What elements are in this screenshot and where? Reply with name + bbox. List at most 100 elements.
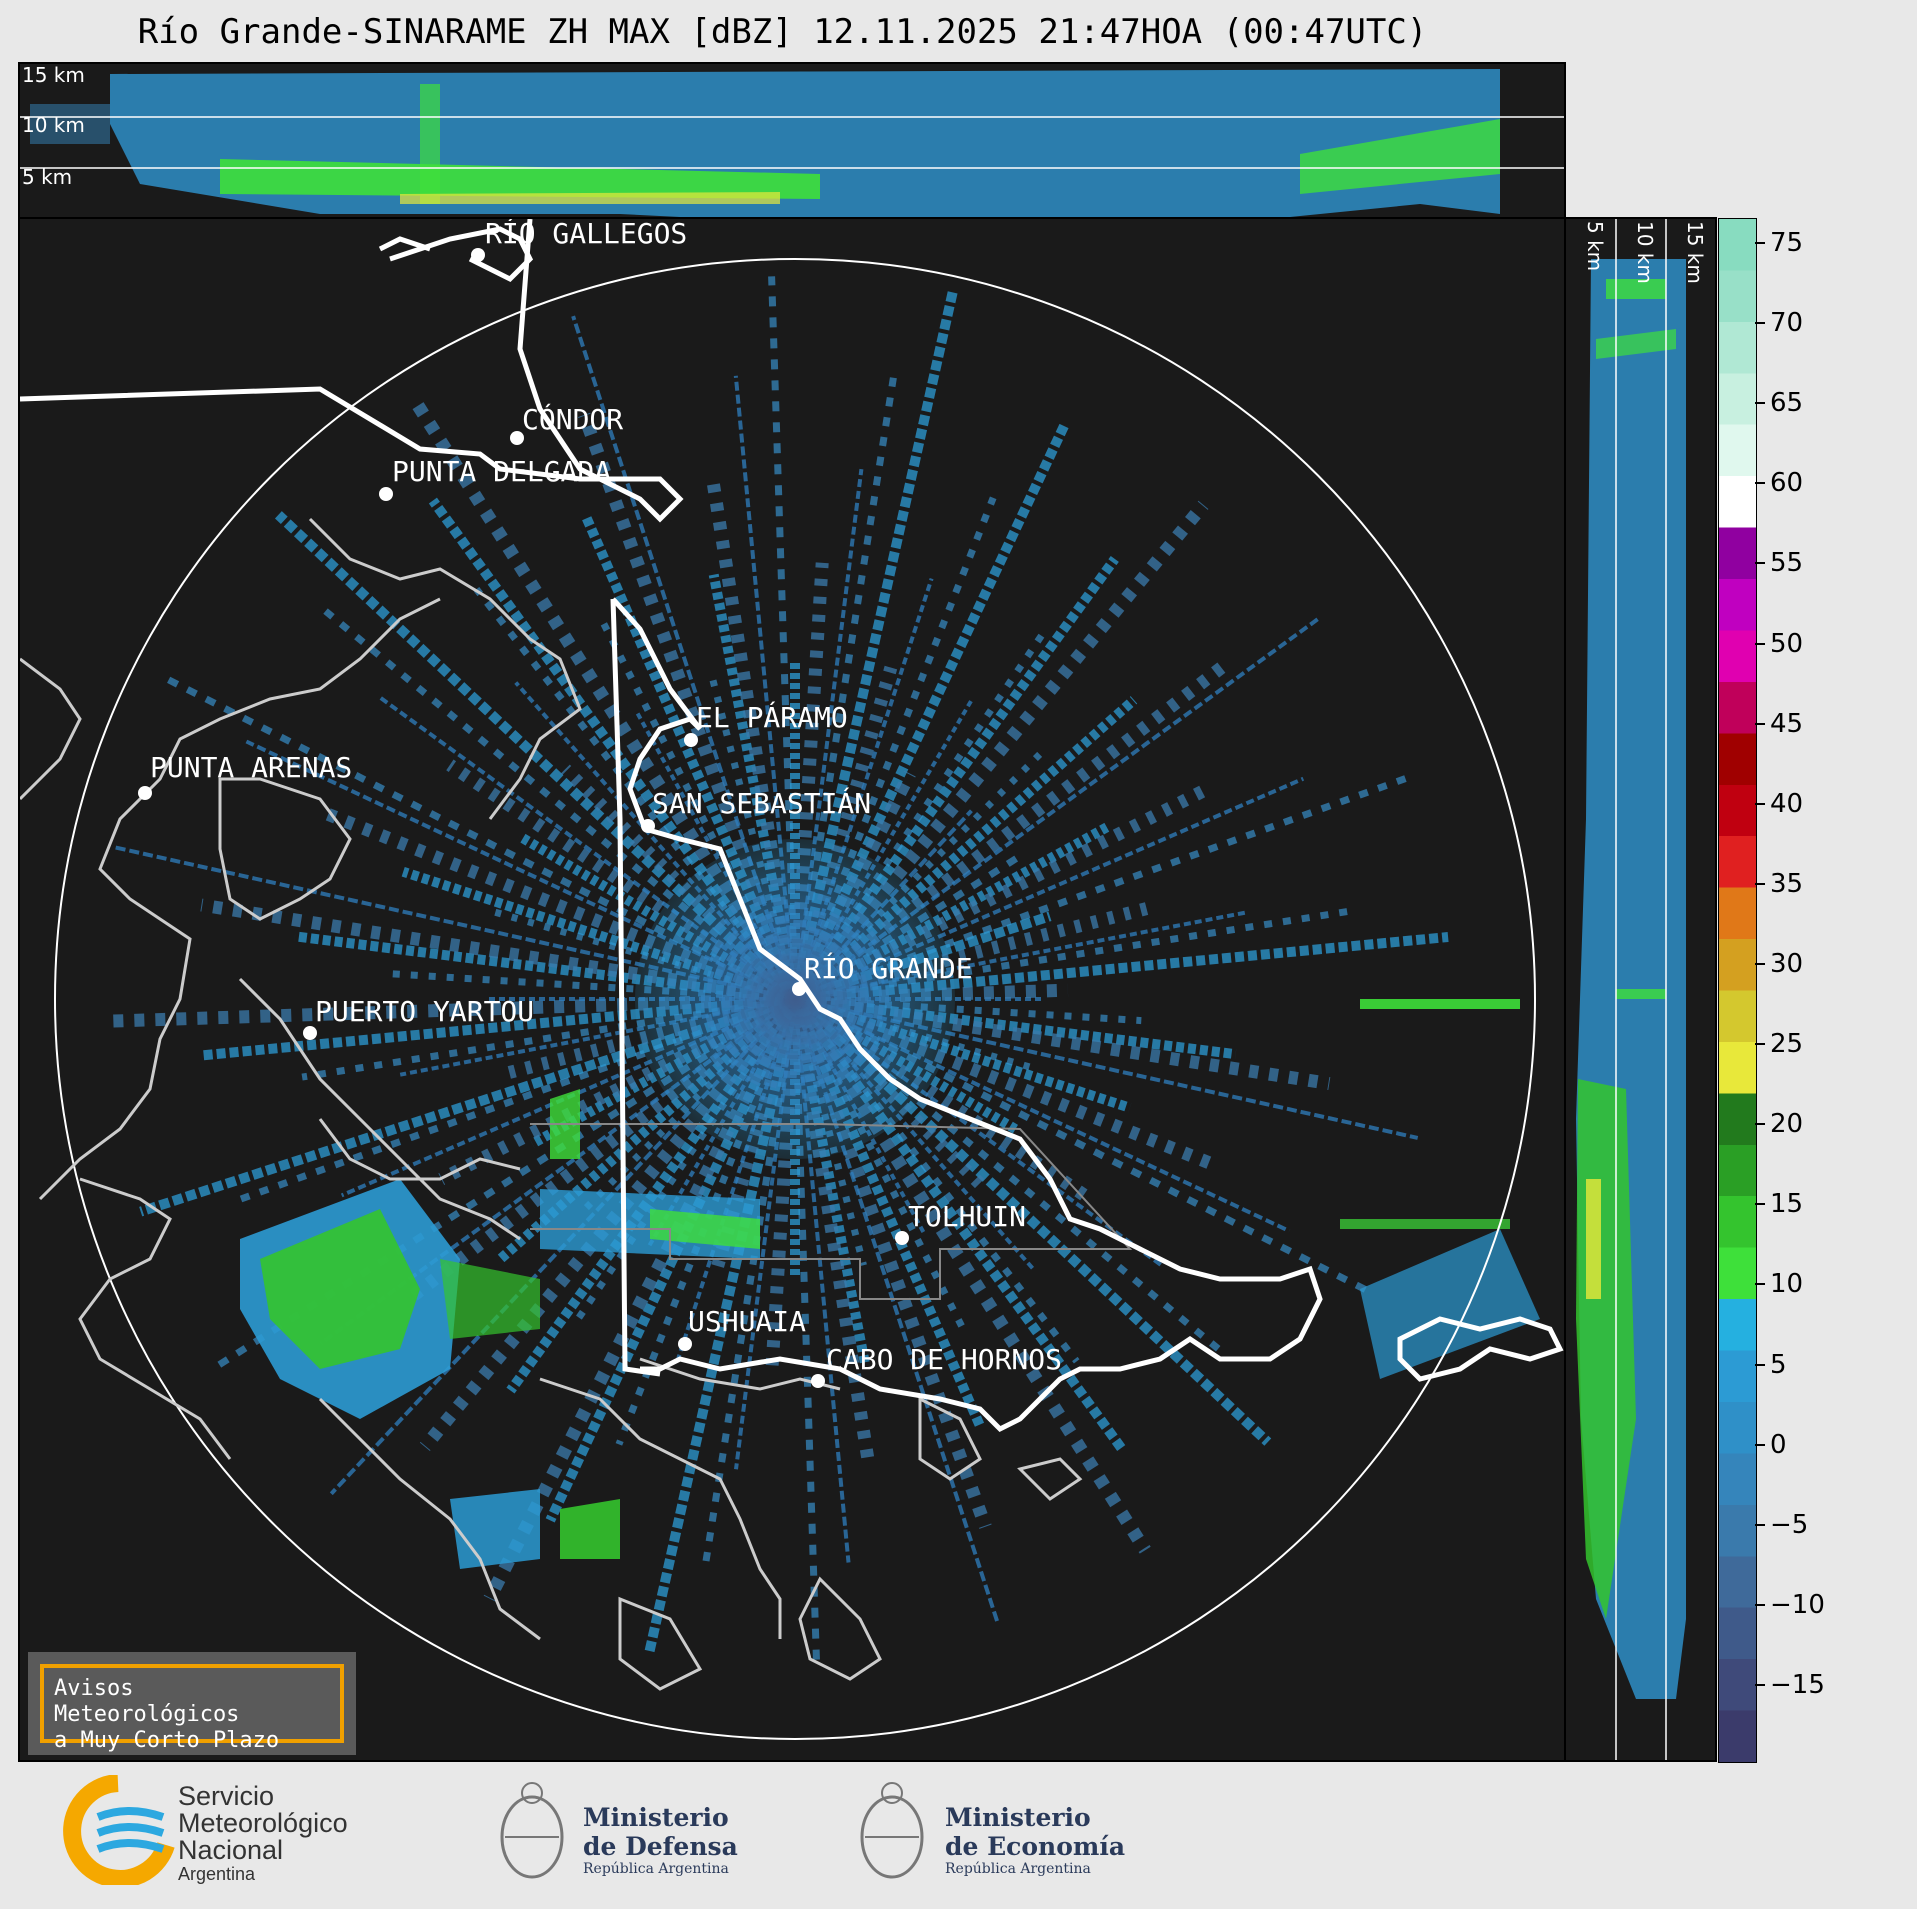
colorbar-tick xyxy=(1755,1443,1765,1446)
province-boundary xyxy=(530,1123,1133,1300)
range-ring xyxy=(54,258,1536,1740)
warning-line-2: a Muy Corto Plazo xyxy=(54,1728,280,1753)
colorbar-tick xyxy=(1755,963,1765,965)
echo-ray xyxy=(419,994,801,1451)
city-label-ushuaia: USHUAIA xyxy=(688,1305,806,1338)
economia-line-1: Ministerio xyxy=(945,1803,1091,1832)
city-label-el-paramo: EL PÁRAMO xyxy=(696,700,848,734)
colorbar-tick-label: 15 xyxy=(1770,1189,1804,1220)
colorbar-tick-label: 60 xyxy=(1770,468,1804,499)
echo-ray xyxy=(768,276,799,1000)
warning-box[interactable]: Avisos Meteorológicos a Muy Corto Plazo xyxy=(28,1652,356,1755)
echo-ray xyxy=(446,759,799,1005)
echo-ray xyxy=(788,665,898,1001)
warning-line-1: Avisos Meteorológicos xyxy=(54,1676,240,1727)
colorbar-tick xyxy=(1755,1203,1765,1206)
echo-ray xyxy=(788,996,992,1529)
smn-line-3: Nacional xyxy=(178,1835,284,1865)
colorbar-tick xyxy=(1755,882,1765,885)
top-height-label-5: 5 km xyxy=(22,165,72,189)
colorbar-tick-label: −10 xyxy=(1770,1589,1825,1620)
echo-ray xyxy=(793,577,934,1000)
echo-ray xyxy=(388,970,796,1003)
colorbar-tick-label: 10 xyxy=(1770,1269,1804,1300)
colorbar-tick xyxy=(1755,1684,1765,1686)
side-height-label-10: 10 km xyxy=(1633,221,1657,284)
city-label-puerto-yartou: PUERTO YARTOU xyxy=(315,995,534,1028)
colorbar-tick-label: 65 xyxy=(1770,388,1804,419)
colorbar-tick-label: 55 xyxy=(1770,548,1804,579)
city-label-tolhuin: TOLHUIN xyxy=(908,1200,1026,1233)
colorbar-tick xyxy=(1755,722,1765,725)
defensa-line-1: Ministerio xyxy=(583,1803,729,1832)
top-cross-section-plot: 15 km 10 km 5 km xyxy=(20,64,1564,217)
echo-ray xyxy=(407,393,801,1003)
top-cross-section-panel: 15 km 10 km 5 km xyxy=(18,62,1566,219)
echo-ray xyxy=(791,696,1138,1003)
smn-line-4: Argentina xyxy=(178,1864,256,1884)
city-label-san-sebastian: SAN SEBASTIÁN xyxy=(652,786,871,820)
city-label-punta-arenas: PUNTA ARENAS xyxy=(150,751,352,784)
colorbar-tick-label: 45 xyxy=(1770,708,1804,739)
colorbar-tick-label: 35 xyxy=(1770,868,1804,899)
economia-line-3: República Argentina xyxy=(945,1861,1091,1877)
defensa-line-3: República Argentina xyxy=(583,1861,729,1877)
echo-ray xyxy=(428,497,800,1002)
colorbar-tick-label: 20 xyxy=(1770,1109,1804,1140)
colorbar-tick xyxy=(1755,322,1765,325)
colorbar-tick xyxy=(1755,1603,1765,1606)
city-label-rio-gallegos: RÍO GALLEGOS xyxy=(485,219,687,250)
city-markers xyxy=(138,248,909,1388)
side-echo-area xyxy=(1576,259,1686,1699)
radar-map: RÍO GALLEGOS CÓNDOR PUNTA DELGADA EL PÁR… xyxy=(20,219,1564,1740)
smn-logo-icon xyxy=(63,1775,175,1885)
side-height-label-15: 15 km xyxy=(1683,221,1707,284)
colorbar-tick xyxy=(1755,802,1765,805)
echo-ray xyxy=(794,776,1305,1001)
colorbar-tick xyxy=(1755,242,1765,244)
echo-ray xyxy=(702,998,799,1564)
colorbar-tick-label: −15 xyxy=(1770,1670,1825,1700)
colorbar-tick xyxy=(1755,1523,1765,1526)
colorbar-tick-label: 75 xyxy=(1770,228,1804,258)
defensa-shield-icon xyxy=(500,1782,564,1879)
radar-near-echo xyxy=(635,839,955,1159)
city-label-condor: CÓNDOR xyxy=(522,402,623,436)
colorbar-tick xyxy=(1755,562,1765,565)
defensa-line-2: de Defensa xyxy=(583,1832,738,1861)
colorbar-tick xyxy=(1755,642,1765,645)
echo-ray xyxy=(791,496,997,1001)
city-label-rio-grande: RÍO GRANDE xyxy=(804,951,973,985)
colorbar-tick-label: 0 xyxy=(1770,1429,1787,1460)
echo-ray xyxy=(793,998,1001,1626)
city-label-cabo-de-hornos: CABO DE HORNOS xyxy=(826,1343,1062,1376)
echo-ray xyxy=(245,739,796,1001)
colorbar-tick xyxy=(1755,482,1765,485)
smn-line-2: Meteorológico xyxy=(178,1808,348,1838)
radar-ppi-panel: RÍO GALLEGOS CÓNDOR PUNTA DELGADA EL PÁR… xyxy=(18,217,1566,1762)
top-height-label-15: 15 km xyxy=(22,64,85,87)
city-label-punta-delgada: PUNTA DELGADA xyxy=(392,455,611,488)
echo-ray xyxy=(675,998,797,1363)
colorbar-tick-label: 50 xyxy=(1770,628,1804,659)
warning-box-inner: Avisos Meteorológicos a Muy Corto Plazo xyxy=(40,1664,344,1753)
echo-ray xyxy=(705,475,802,1001)
echo-ray xyxy=(438,993,798,1185)
echo-ray xyxy=(791,997,965,1328)
colorbar-tick xyxy=(1755,402,1765,405)
colorbar-tick-label: 40 xyxy=(1770,788,1804,819)
colorbar-tick-label: −5 xyxy=(1770,1509,1809,1540)
economia-line-2: de Economía xyxy=(945,1832,1126,1861)
colorbar-tick-label: 30 xyxy=(1770,949,1804,979)
colorbar-tick-label: 5 xyxy=(1770,1349,1787,1380)
coastlines xyxy=(20,517,1083,1691)
top-height-label-10: 10 km xyxy=(22,113,85,137)
colorbar-tick xyxy=(1755,1363,1765,1366)
colorbar-tick xyxy=(1755,1043,1765,1046)
side-cross-section-plot: 5 km 10 km 15 km xyxy=(1576,219,1707,1760)
echo-ray xyxy=(319,805,798,1006)
echo-ray xyxy=(791,656,1233,1005)
colorbar-tick xyxy=(1755,1123,1765,1126)
colorbar-tick-label: 70 xyxy=(1770,308,1804,339)
echo-ray xyxy=(793,696,975,1001)
